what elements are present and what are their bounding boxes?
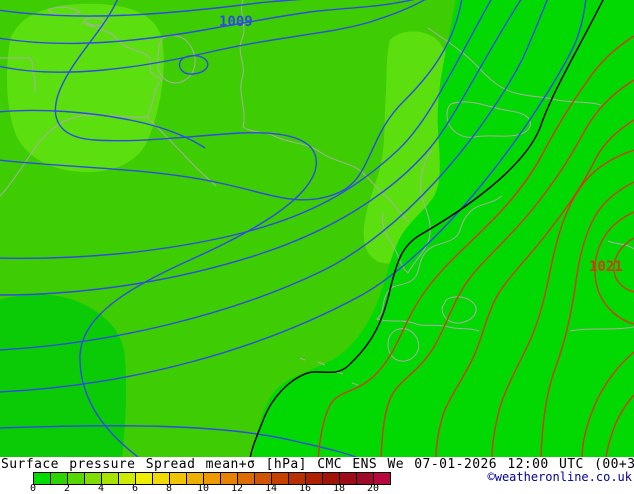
scale-cell	[34, 473, 51, 484]
scale-tick: 16	[298, 483, 312, 494]
scale-cell	[306, 473, 323, 484]
scale-cell	[221, 473, 238, 484]
isobar-line	[0, 0, 303, 17]
copyright-notice: ©weatheronline.co.uk	[487, 470, 633, 484]
isobars-red	[317, 35, 634, 457]
isobar-line	[581, 351, 634, 457]
coastline-island	[387, 328, 420, 362]
isobar-line	[0, 0, 548, 351]
coastline-north	[427, 27, 602, 106]
coastline-island	[47, 6, 81, 16]
scale-cell	[153, 473, 170, 484]
isobar-line	[0, 0, 492, 259]
isobar-line	[491, 149, 634, 457]
isobar-line	[0, 0, 426, 73]
coastline-peninsula	[382, 149, 432, 274]
isobar-line-1009	[0, 0, 415, 45]
scale-tick: 6	[131, 483, 139, 494]
border-line	[0, 57, 36, 92]
scale-tick: 0	[29, 483, 37, 494]
coastline-mainland	[0, 114, 148, 197]
isobars-blue	[0, 0, 587, 457]
isobar-label-1009: 1009	[219, 14, 253, 30]
scale-cell	[187, 473, 204, 484]
scale-tick: 10	[196, 483, 210, 494]
scale-cell	[238, 473, 255, 484]
scale-cell	[255, 473, 272, 484]
scale-tick-labels: 0 2 4 6 8 10 12 14 16 18 20	[16, 483, 390, 494]
scale-cell	[357, 473, 374, 484]
isobar-line	[0, 109, 206, 149]
isobar-line	[54, 0, 317, 457]
isobar-line	[317, 35, 634, 457]
scale-tick: 4	[97, 483, 105, 494]
isobar-ridge-arc	[613, 237, 634, 293]
coastline-main-island	[375, 195, 503, 332]
map-canvas: 1009 1021	[0, 0, 634, 457]
coastline-island	[157, 35, 196, 84]
isobar-line	[605, 394, 634, 457]
scale-cell	[204, 473, 221, 484]
pressure-spread-map: 1009 1021	[0, 0, 634, 457]
coastline-islets	[299, 357, 359, 386]
isobar-line-1021	[540, 181, 634, 457]
scale-cell	[170, 473, 187, 484]
border-line	[146, 116, 217, 187]
scale-cell	[68, 473, 85, 484]
isobar-line	[0, 0, 463, 201]
scale-tick: 2	[63, 483, 71, 494]
legend-footer: Surface pressure Spread mean+σ [hPa] CMC…	[0, 457, 634, 494]
isobar-line	[0, 0, 587, 393]
scale-cell	[272, 473, 289, 484]
scale-cell	[323, 473, 340, 484]
coastline-island	[441, 296, 477, 324]
scale-tick: 12	[230, 483, 244, 494]
spread-shading-light-patch-nw	[6, 3, 164, 173]
spread-color-scale	[33, 472, 391, 485]
coastline-east	[569, 240, 634, 332]
scale-cell	[340, 473, 357, 484]
map-title: Surface pressure Spread mean+σ [hPa] CMC…	[1, 457, 634, 472]
scale-tick: 18	[332, 483, 346, 494]
scale-cell	[136, 473, 153, 484]
isobar-line	[380, 79, 634, 457]
scale-cell	[51, 473, 68, 484]
scale-cell	[119, 473, 136, 484]
coastline-island	[83, 17, 107, 26]
spread-shading-dark-patch-sw	[0, 294, 127, 457]
scale-tick: 20	[366, 483, 380, 494]
isobar-black	[249, 0, 604, 457]
isobar-line	[435, 119, 634, 457]
scale-cell	[85, 473, 102, 484]
isobar-closed-loop	[178, 55, 209, 75]
isobar-ridge-arc	[594, 211, 634, 325]
scale-tick: 8	[165, 483, 173, 494]
scale-cell	[374, 473, 390, 484]
isobar-line	[0, 425, 358, 457]
isobar-label-1021: 1021	[589, 259, 623, 275]
scale-cell	[102, 473, 119, 484]
isobar-line	[0, 0, 522, 296]
scale-tick: 14	[264, 483, 278, 494]
scale-cell	[289, 473, 306, 484]
